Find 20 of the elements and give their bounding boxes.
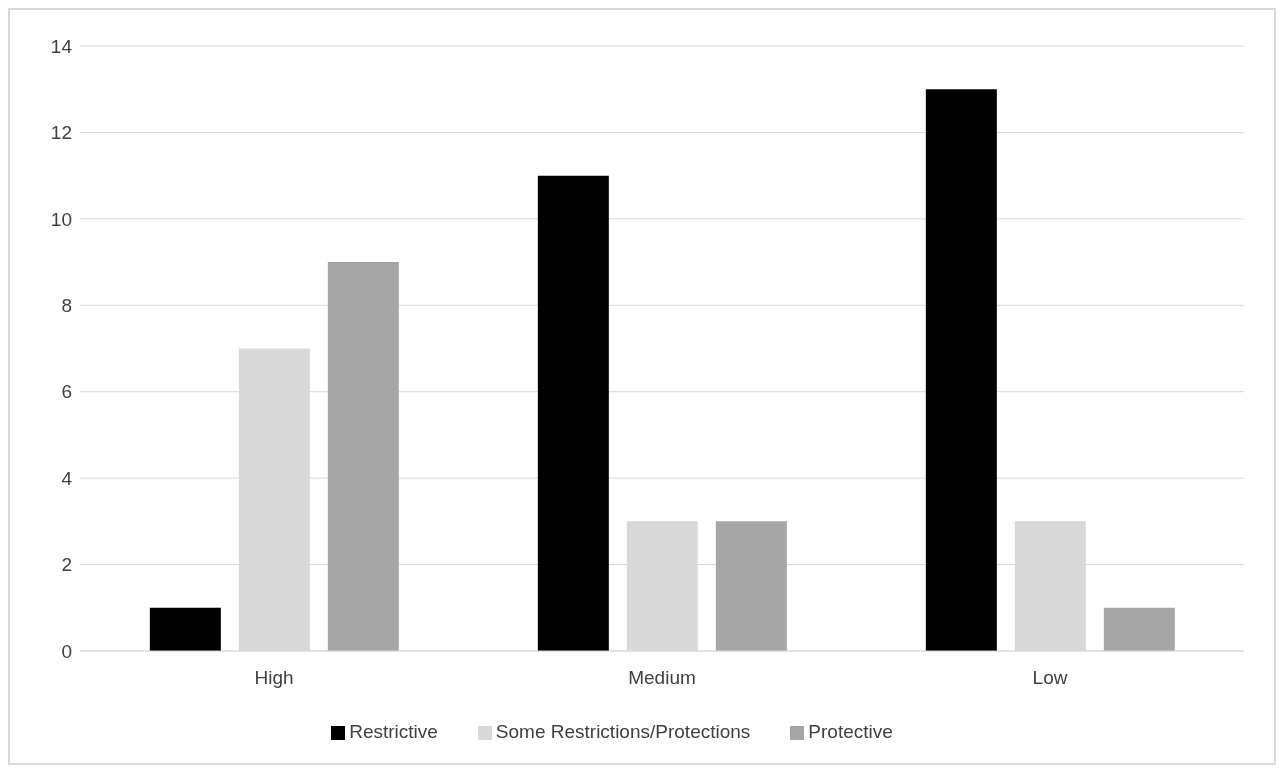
x-tick-label: Low <box>1032 667 1068 689</box>
legend-label: Some Restrictions/Protections <box>495 721 751 742</box>
bar <box>327 262 399 651</box>
y-tick-label: 12 <box>50 122 72 144</box>
y-tick-label: 8 <box>61 295 72 317</box>
y-tick-label: 0 <box>61 640 72 662</box>
y-tick-label: 6 <box>61 381 72 403</box>
x-tick-label: High <box>254 667 294 689</box>
bar <box>1103 607 1175 651</box>
x-tick-label: Medium <box>628 667 696 689</box>
bar <box>149 607 221 651</box>
y-tick-label: 14 <box>50 35 73 57</box>
legend-label: Restrictive <box>349 721 438 742</box>
bar <box>925 89 997 651</box>
legend-label: Protective <box>808 721 893 742</box>
y-tick-label: 2 <box>61 554 72 576</box>
bar <box>537 175 609 651</box>
y-tick-label: 10 <box>50 208 72 230</box>
y-tick-label: 4 <box>61 467 73 489</box>
bar <box>715 521 787 651</box>
